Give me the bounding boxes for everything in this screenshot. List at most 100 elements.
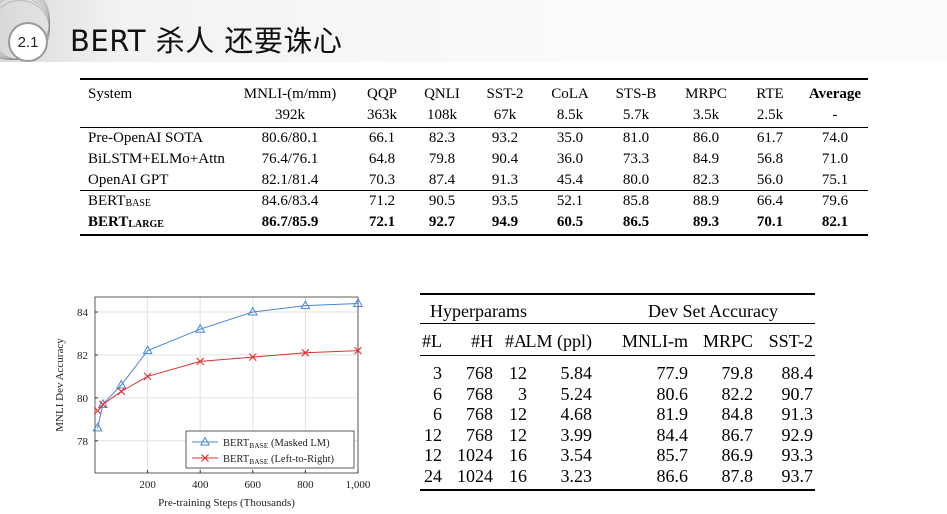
value-cell: 1024 (457, 445, 493, 465)
section-number-badge: 2.1 (8, 22, 48, 62)
column-size: 108k (427, 107, 457, 123)
column-size: - (832, 107, 838, 123)
value-cell: 87.8 (721, 465, 754, 486)
data-point (93, 406, 102, 415)
column-header: MRPC (685, 86, 727, 102)
system-subscript: BASE (125, 198, 151, 209)
mnli-accuracy-chart: 78 80 82 84 200 400 600 800 1,000 Pre-training St… (50, 285, 371, 510)
value-cell: 24 (424, 465, 442, 486)
value-cell: 92.7 (428, 214, 456, 230)
x-tick-label: 600 (245, 479, 262, 491)
column-size: 363k (367, 107, 397, 123)
legend-label-rest: (Masked LM) (268, 438, 330, 449)
hp-rule-top (420, 293, 815, 295)
hp-rule-bottom (420, 489, 815, 491)
value-cell: 79.6 (821, 193, 849, 209)
value-cell: 82.2 (721, 383, 754, 404)
plot-frame (94, 296, 359, 474)
system-cell: BERTBASE (88, 191, 151, 213)
value-cell: 80.6/80.1 (261, 130, 319, 146)
legend-label-sub: BASE (249, 441, 269, 450)
value-cell: 74.0 (821, 130, 849, 146)
data-point (352, 297, 364, 307)
value-cell: 76.4/76.1 (261, 151, 319, 167)
data-point (142, 345, 153, 355)
value-cell: 89.3 (692, 214, 720, 230)
value-cell: 45.4 (556, 172, 584, 188)
y-axis-label: MNLI Dev Accuracy (54, 338, 66, 432)
value-cell: 3 (518, 383, 527, 404)
data-point (248, 353, 257, 361)
column-header: #H (471, 331, 493, 351)
legend-label-main: BERT (223, 454, 250, 465)
column-size: 2.5k (756, 107, 784, 123)
value-cell: 5.84 (560, 363, 593, 383)
x-tick-label: 800 (297, 479, 314, 491)
value-cell: 768 (466, 383, 493, 404)
y-tick-label: 82 (77, 350, 88, 362)
value-cell: 61.7 (756, 130, 784, 146)
group-header-hyperparams: Hyperparams (430, 301, 527, 321)
value-cell: 66.1 (368, 130, 396, 146)
column-header: LM (ppl) (525, 331, 593, 351)
value-cell: 77.9 (656, 363, 689, 383)
data-point (300, 300, 311, 310)
data-point (195, 323, 206, 333)
value-cell: 85.7 (656, 445, 689, 465)
value-cell: 36.0 (556, 151, 584, 167)
column-size: 392k (275, 107, 305, 123)
hp-rule-group (420, 323, 815, 324)
value-cell: 73.3 (622, 151, 650, 167)
value-cell: 90.7 (781, 383, 814, 404)
header-bar (0, 0, 947, 62)
value-cell: 60.5 (556, 214, 584, 230)
value-cell: 81.0 (622, 130, 650, 146)
table-row: OpenAI GPT 82.1/81.4 70.3 87.4 91.3 45.4 80.0 8… (80, 170, 868, 191)
series-line (97, 302, 359, 429)
value-cell: 79.8 (721, 363, 754, 383)
value-cell: 87.4 (428, 172, 456, 188)
value-cell: 3 (433, 363, 442, 383)
legend-label: BERTBASE (Masked LM) (223, 438, 330, 450)
value-cell: 82.1 (821, 214, 849, 230)
value-cell: 768 (466, 404, 493, 424)
value-cell: 85.8 (622, 193, 650, 209)
data-point (92, 422, 103, 432)
value-cell: 88.9 (692, 193, 720, 209)
data-point (199, 436, 211, 446)
data-point (247, 306, 258, 316)
column-size: 67k (493, 107, 517, 123)
data-point (196, 357, 205, 366)
system-cell: Pre-OpenAI SOTA (88, 130, 204, 146)
system-cell: OpenAI GPT (88, 172, 169, 188)
data-point (301, 348, 310, 357)
value-cell: 82.1/81.4 (261, 172, 319, 188)
value-cell: 86.7 (721, 424, 754, 445)
system-subscript: LARGE (128, 219, 164, 230)
table-row: BiLSTM+ELMo+Attn 76.4/76.1 64.8 79.8 90.4 36.… (80, 149, 868, 170)
value-cell: 3.23 (560, 465, 593, 486)
data-point (143, 372, 152, 381)
value-cell: 82.3 (428, 130, 456, 146)
column-header: QQP (366, 86, 397, 102)
legend-label: BERTBASE (Left-to-Right) (223, 454, 334, 466)
value-cell: 84.6/83.4 (261, 193, 319, 209)
legend-label-main: BERT (223, 438, 250, 449)
y-tick-label: 78 (77, 436, 89, 448)
value-cell: 12 (509, 424, 527, 445)
value-cell: 79.8 (428, 151, 456, 167)
column-header: Average (808, 86, 862, 102)
value-cell: 71.2 (368, 193, 396, 209)
value-cell: 82.3 (692, 172, 720, 188)
value-cell: 12 (509, 404, 527, 424)
value-cell: 91.3 (491, 172, 519, 188)
value-cell: 35.0 (556, 130, 584, 146)
x-tick-label: 400 (192, 479, 209, 491)
column-header: SST-2 (486, 86, 524, 102)
value-cell: 86.6 (656, 465, 689, 486)
column-header: RTE (756, 86, 784, 102)
value-cell: 3.99 (560, 424, 593, 445)
value-cell: 56.0 (756, 172, 784, 188)
value-cell: 12 (424, 445, 442, 465)
x-tick-label: 1,000 (346, 479, 371, 491)
